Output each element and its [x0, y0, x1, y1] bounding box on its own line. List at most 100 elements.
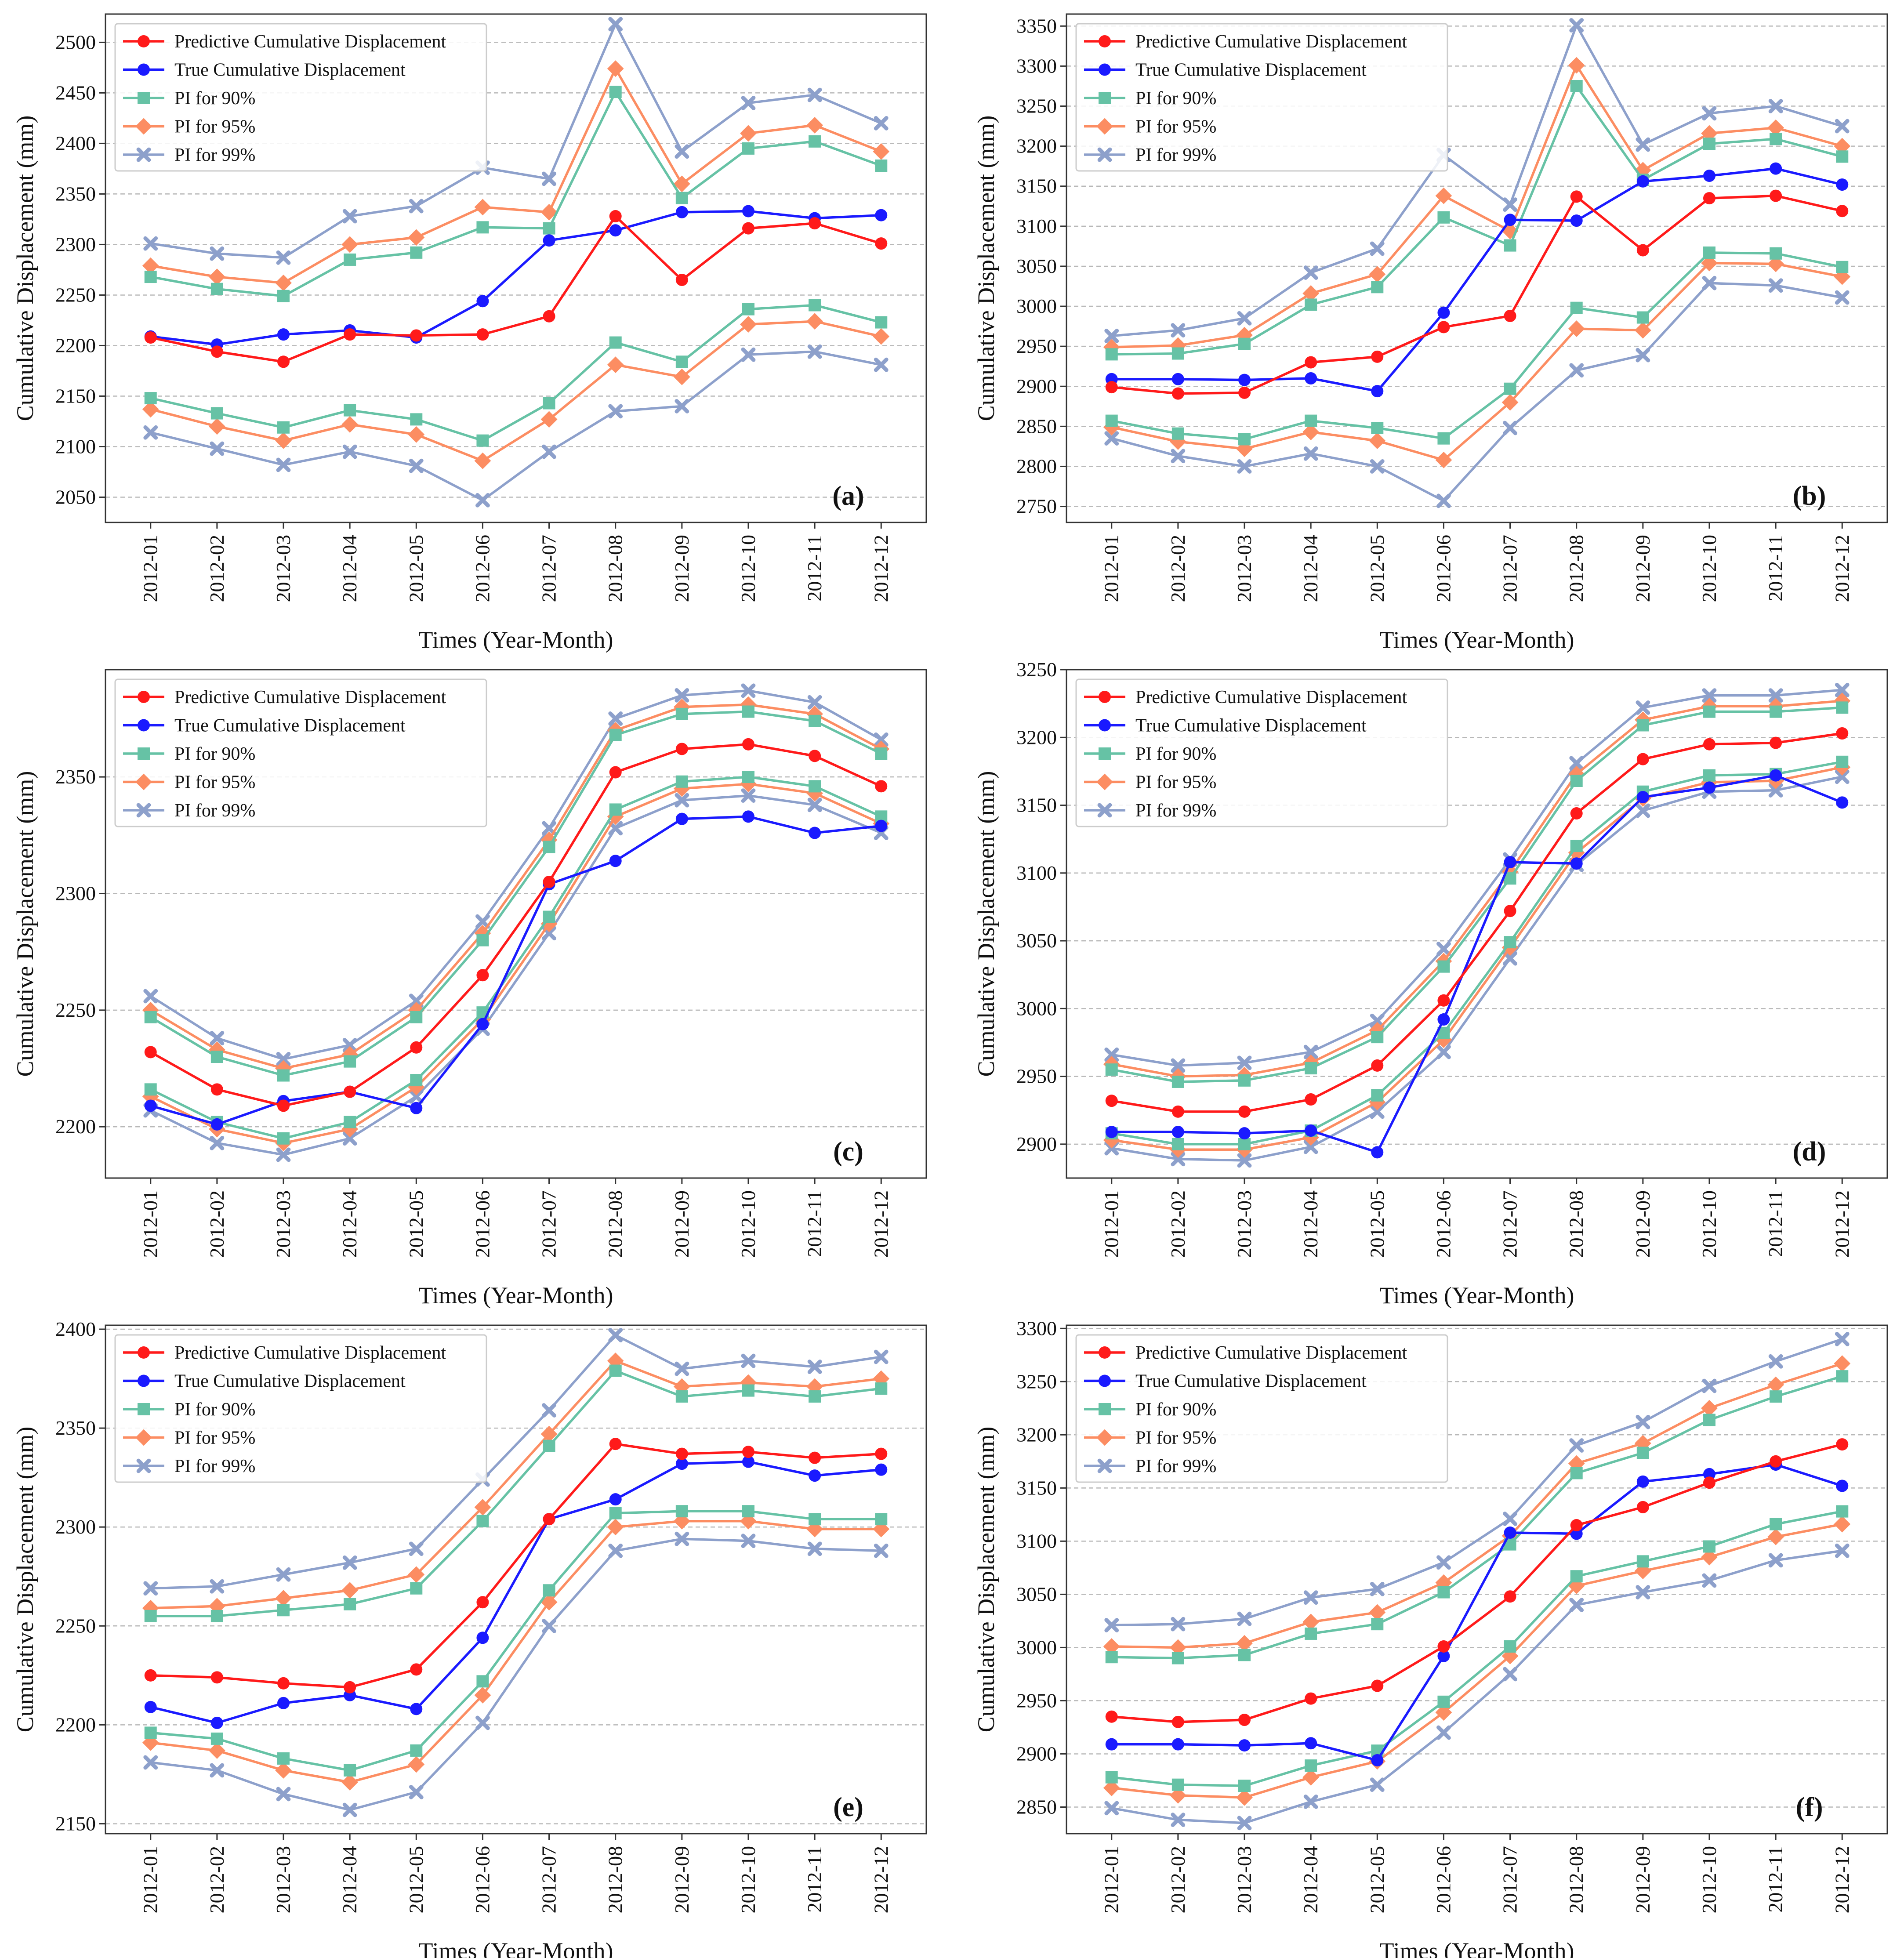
- data-point-s3-11: [809, 714, 821, 727]
- series-line-3-lower: [1111, 761, 1842, 1146]
- legend-label: PI for 95%: [1135, 117, 1216, 137]
- x-tick-label: 2012-06: [471, 535, 493, 602]
- y-tick-label: 3250: [1016, 1370, 1057, 1392]
- data-point-s5-2: [1171, 323, 1186, 338]
- data-point-s3-8: [609, 86, 622, 98]
- y-tick-label: 2100: [55, 435, 96, 457]
- legend-label: PI for 90%: [1135, 1400, 1216, 1420]
- data-point-s5-5: [409, 458, 424, 473]
- data-point-s1-8: [609, 766, 622, 779]
- data-point-s1-8: [1570, 807, 1583, 820]
- series-line-4-upper: [150, 703, 882, 1070]
- data-point-s3-7: [543, 222, 555, 235]
- data-point-s5-3: [276, 457, 291, 472]
- data-point-s3-8: [1570, 1467, 1583, 1479]
- chart-panel-3: 2200 2250 2300 2350 2012-01 2012-02 2012-03 201…: [12, 669, 927, 1309]
- data-point-s3-3: [277, 290, 290, 302]
- series-line-3-upper: [1111, 85, 1842, 356]
- legend-marker: [1099, 63, 1111, 76]
- data-point-s1-6: [476, 1596, 489, 1609]
- data-point-s3-4: [1305, 1062, 1317, 1075]
- data-point-s3-11: [1770, 133, 1782, 145]
- legend-marker: [135, 773, 152, 790]
- legend-marker: [136, 147, 151, 162]
- data-point-s2-11: [1770, 162, 1782, 175]
- data-point-s4-12: [873, 143, 890, 160]
- data-point-s2-1: [1105, 1126, 1118, 1139]
- chart-panel-2: 2750 2800 2850 2900 2950 3000 3050 3100 3150 3200…: [973, 13, 1888, 653]
- y-tick-label: 2950: [1016, 1689, 1057, 1711]
- data-point-s1-3: [277, 355, 290, 368]
- data-point-s5-5: [409, 1785, 424, 1799]
- data-point-s2-12: [1836, 178, 1849, 191]
- data-point-s5-9: [1636, 700, 1650, 715]
- data-point-s5-1: [143, 989, 158, 1004]
- data-point-s2-7: [1504, 214, 1516, 226]
- data-point-s2-7: [543, 234, 555, 247]
- data-point-s5-2: [210, 441, 225, 456]
- legend-marker: [135, 118, 152, 135]
- data-point-s5-3: [1237, 1055, 1252, 1070]
- data-point-s3-4: [344, 1598, 356, 1610]
- data-point-s1-7: [543, 310, 555, 323]
- data-point-s3-12: [1836, 701, 1849, 714]
- data-point-s1-11: [1770, 736, 1782, 749]
- x-tick-label: 2012-09: [671, 1846, 693, 1913]
- data-point-s5-9: [1636, 1414, 1650, 1429]
- x-tick-label: 2012-03: [1233, 535, 1255, 602]
- data-point-s1-9: [1636, 1501, 1649, 1513]
- legend-marker: [138, 1374, 150, 1387]
- y-tick-label: 3250: [1016, 658, 1057, 681]
- data-point-s1-10: [1703, 738, 1715, 751]
- data-point-s5-8: [608, 1328, 623, 1342]
- x-tick-label: 2012-05: [1366, 1190, 1388, 1258]
- chart-panel-6: 2850 2900 2950 3000 3050 3100 3150 3200 3250 3300…: [973, 1317, 1888, 1958]
- legend-marker: [1097, 803, 1112, 818]
- legend-marker: [136, 1458, 151, 1473]
- data-point-s5-10: [741, 683, 756, 698]
- x-tick-label: 2012-02: [206, 1846, 228, 1913]
- data-point-s5-4: [1303, 1139, 1318, 1154]
- data-point-s3-6: [476, 934, 489, 946]
- data-point-s2-5: [410, 1102, 423, 1114]
- data-point-s4-2: [1169, 1639, 1186, 1656]
- x-tick-label: 2012-07: [538, 1190, 560, 1258]
- data-point-s2-5: [1371, 1754, 1384, 1766]
- data-point-s3-10: [1703, 769, 1715, 782]
- data-point-s3-3: [277, 1069, 290, 1082]
- series-line-4-lower: [150, 1519, 881, 1784]
- data-point-s1-2: [210, 1083, 223, 1096]
- data-point-s3-3: [1238, 337, 1251, 350]
- data-point-s1-8: [1570, 190, 1583, 203]
- data-point-s2-8: [609, 224, 622, 237]
- series-line-4-lower: [1111, 261, 1842, 461]
- data-point-s4-10: [1701, 254, 1718, 272]
- data-point-s1-10: [1703, 1476, 1715, 1489]
- data-point-s5-4: [342, 1131, 357, 1146]
- x-tick-label: 2012-08: [604, 1846, 627, 1913]
- data-point-s2-1: [144, 1099, 157, 1112]
- legend-marker: [138, 63, 150, 76]
- legend-label: PI for 99%: [174, 1456, 255, 1476]
- data-point-s3-10: [1703, 705, 1715, 718]
- legend-marker: [1099, 1403, 1111, 1415]
- data-point-s5-7: [542, 171, 556, 186]
- x-axis-title: Times (Year-Month): [1380, 627, 1574, 653]
- data-point-s3-1: [1105, 414, 1118, 427]
- data-point-s3-5: [410, 246, 423, 259]
- data-point-s3-9: [675, 192, 688, 204]
- data-point-s3-3: [277, 1132, 290, 1145]
- data-point-s3-1: [144, 392, 157, 405]
- data-point-s4-2: [1169, 1787, 1186, 1804]
- data-point-s3-11: [809, 780, 821, 793]
- x-tick-label: 2012-02: [206, 535, 228, 602]
- data-point-s5-3: [276, 1052, 291, 1066]
- legend: Predictive Cumulative Displacement True C…: [1075, 1334, 1448, 1483]
- data-point-s3-12: [1836, 261, 1849, 273]
- data-point-s4-3: [275, 432, 292, 449]
- x-tick-label: 2012-12: [870, 1846, 892, 1913]
- data-point-s2-12: [875, 1463, 888, 1476]
- y-tick-label: 2900: [1016, 1133, 1057, 1155]
- y-tick-label: 2900: [1016, 1742, 1057, 1765]
- axes-frame: [1066, 13, 1888, 523]
